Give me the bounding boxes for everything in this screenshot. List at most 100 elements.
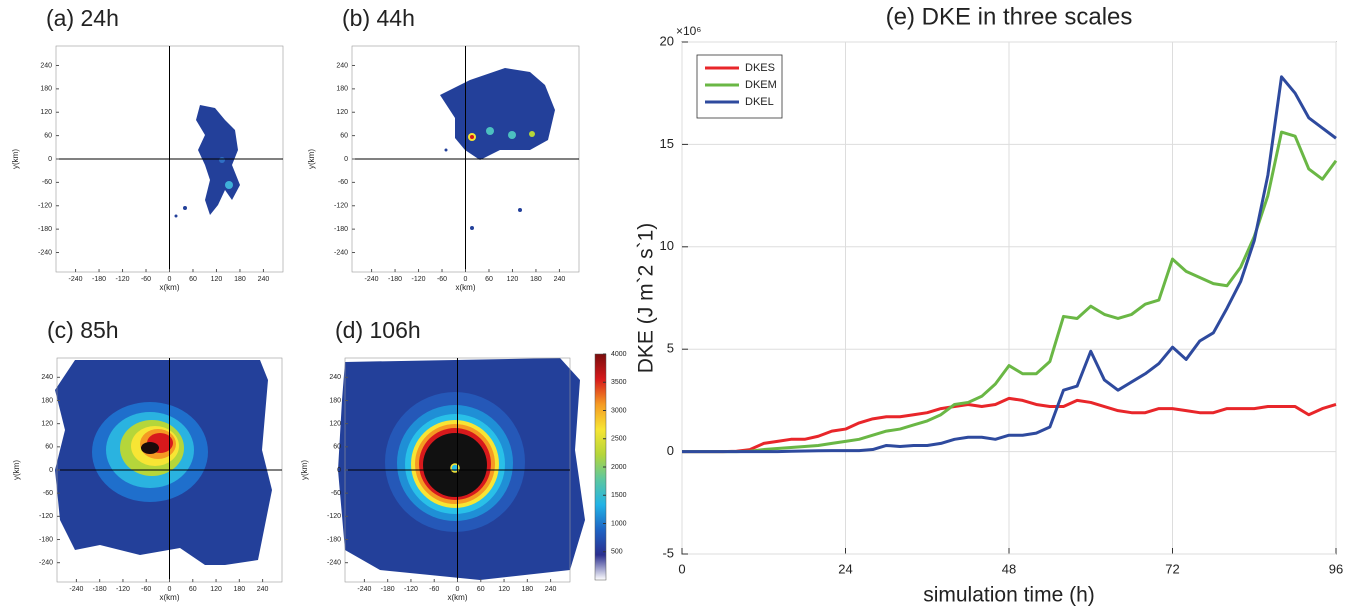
x-tick-label: -120 [116,586,130,593]
x-tick-label: -180 [92,276,106,283]
y-tick-label: 0 [667,443,674,458]
y-tick-label: 0 [337,467,341,474]
field-speck [183,206,187,210]
y-tick-label: 10 [660,238,674,253]
colorbar-tick-label: 2000 [611,464,627,471]
y-tick-label: -240 [39,560,53,567]
field-speck [174,214,178,218]
y-tick-label: -60 [42,179,52,186]
x-tick-label: -180 [381,586,395,593]
x-tick-label: -60 [429,586,439,593]
x-tick-label: -240 [365,276,379,283]
y-axis-label: y(km) [12,460,21,480]
x-tick-label: 96 [1329,561,1343,576]
colorbar-tick-label: 1500 [611,492,627,499]
x-tick-label: -240 [69,586,83,593]
series-line [682,75,1337,454]
y-tick-label: -180 [334,226,348,233]
field-core [141,442,159,454]
x-tick-label: 120 [211,276,223,283]
legend-label: DKEM [745,79,777,91]
y-exponent: ×10⁶ [676,24,701,38]
y-tick-label: 60 [45,444,53,451]
x-tick-label: 60 [189,586,197,593]
x-tick-label: -180 [388,276,402,283]
x-tick-label: 240 [554,276,566,283]
x-tick-label: -240 [357,586,371,593]
x-tick-label: -120 [412,276,426,283]
y-tick-label: 180 [336,86,348,93]
x-tick-label: 120 [507,276,519,283]
series-line [682,130,1338,454]
colorbar-tick-label: 3500 [611,379,627,386]
y-tick-label: -60 [43,490,53,497]
y-tick-label: 240 [40,62,52,69]
x-tick-label: 60 [189,276,197,283]
y-tick-label: 240 [336,62,348,69]
x-axis-label: x(km) [456,283,476,292]
y-axis-label: y(km) [300,460,309,480]
y-tick-label: -240 [38,249,52,256]
x-tick-label: 0 [464,276,468,283]
field-speck [444,148,448,152]
y-tick-label: -240 [327,560,341,567]
x-tick-label: 180 [234,276,246,283]
y-tick-label: 5 [667,341,674,356]
field-speck [518,208,522,212]
y-tick-label: -120 [39,513,53,520]
y-tick-label: -180 [38,226,52,233]
y-tick-label: 60 [333,444,341,451]
y-tick-label: 120 [41,420,53,427]
y-tick-label: 0 [49,467,53,474]
legend-label: DKEL [745,96,774,108]
x-tick-label: -120 [116,276,130,283]
y-axis-label: y(km) [11,149,20,169]
y-tick-label: -120 [327,513,341,520]
x-tick-label: 180 [530,276,542,283]
x-tick-label: 180 [233,586,245,593]
y-tick-label: 180 [40,86,52,93]
y-tick-label: -120 [38,203,52,210]
chart-title: (e) DKE in three scales [886,3,1133,30]
x-tick-label: 0 [456,586,460,593]
x-tick-label: 60 [485,276,493,283]
x-tick-label: 60 [477,586,485,593]
field-spot [219,157,225,163]
x-tick-label: 120 [498,586,510,593]
y-tick-label: 120 [329,420,341,427]
x-tick-label: 0 [678,561,685,576]
field-blob [440,68,555,160]
y-tick-label: -5 [662,545,674,560]
x-axis-label: x(km) [160,593,180,602]
field-spot [470,135,474,139]
x-axis-label: x(km) [448,593,468,602]
panel-title: (c) 85h [47,317,119,343]
x-tick-label: 240 [545,586,557,593]
y-tick-label: -240 [334,249,348,256]
y-tick-label: 60 [44,132,52,139]
y-tick-label: 15 [660,136,674,151]
x-tick-label: 72 [1165,561,1179,576]
x-axis-label: simulation time (h) [923,584,1095,607]
y-tick-label: 240 [329,374,341,381]
y-tick-label: 60 [340,132,348,139]
y-tick-label: 20 [660,33,674,48]
field-blob [196,105,240,215]
y-tick-label: 0 [48,156,52,163]
x-tick-label: 24 [838,561,852,576]
y-tick-label: 0 [344,156,348,163]
x-tick-label: -60 [437,276,447,283]
y-tick-label: -180 [39,536,53,543]
field-spot [225,181,233,189]
y-tick-label: 240 [41,374,53,381]
panel-title: (a) 24h [46,5,119,31]
y-tick-label: 120 [40,109,52,116]
y-axis-label: DKE (J m`2 s`1) [635,223,658,374]
y-axis-label: y(km) [307,149,316,169]
panel-title: (d) 106h [335,317,421,343]
colorbar-tick-label: 3000 [611,407,627,414]
map-imagery [55,68,585,580]
x-tick-label: 0 [168,586,172,593]
field-speck [470,226,474,230]
